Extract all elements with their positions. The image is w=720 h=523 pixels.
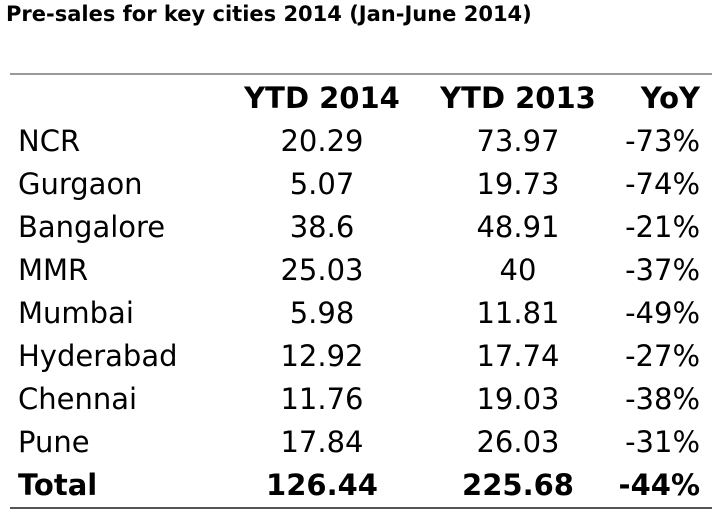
cell-ytd-2013: 225.68 [462, 468, 574, 502]
cell-ytd-2014: 17.84 [280, 425, 364, 459]
cell-ytd-2014: 11.76 [280, 382, 364, 416]
bottom-rule [10, 507, 712, 509]
cell-yoy: -74% [625, 167, 700, 201]
cell-ytd-2013: 19.03 [476, 382, 560, 416]
cell-ytd-2013: 40 [499, 253, 537, 287]
header-ytd-2013: YTD 2013 [440, 81, 596, 115]
cell-city: NCR [18, 124, 81, 158]
cell-ytd-2013: 73.97 [476, 124, 560, 158]
presales-table: YTD 2014 YTD 2013 YoY NCR 20.29 73.97 -73% G… [10, 76, 712, 507]
table-title: Pre-sales for key cities 2014 (Jan-June … [6, 2, 532, 26]
cell-city: Bangalore [18, 210, 166, 244]
header-row: YTD 2014 YTD 2013 YoY [10, 76, 712, 120]
cell-ytd-2014: 20.29 [280, 124, 364, 158]
cell-yoy: -49% [625, 296, 700, 330]
cell-city: MMR [18, 253, 89, 287]
cell-ytd-2013: 11.81 [476, 296, 560, 330]
cell-city: Chennai [18, 382, 138, 416]
cell-yoy: -31% [625, 425, 700, 459]
cell-yoy: -44% [618, 468, 700, 502]
table-row: MMR 25.03 40 -37% [10, 249, 712, 292]
cell-ytd-2014: 38.6 [289, 210, 355, 244]
table-row: Mumbai 5.98 11.81 -49% [10, 292, 712, 335]
cell-ytd-2014: 12.92 [280, 339, 364, 373]
table-body: NCR 20.29 73.97 -73% Gurgaon 5.07 19.73 -74% Ban… [10, 120, 712, 507]
cell-ytd-2014: 126.44 [266, 468, 378, 502]
cell-city: Gurgaon [18, 167, 143, 201]
cell-city: Total [18, 468, 98, 502]
cell-ytd-2014: 5.98 [289, 296, 355, 330]
table-row: Bangalore 38.6 48.91 -21% [10, 206, 712, 249]
cell-ytd-2013: 17.74 [476, 339, 560, 373]
total-row: Total 126.44 225.68 -44% [10, 464, 712, 507]
cell-yoy: -73% [625, 124, 700, 158]
cell-ytd-2013: 48.91 [476, 210, 560, 244]
cell-city: Pune [18, 425, 90, 459]
cell-yoy: -21% [625, 210, 700, 244]
table-row: Hyderabad 12.92 17.74 -27% [10, 335, 712, 378]
cell-yoy: -38% [625, 382, 700, 416]
header-ytd-2014: YTD 2014 [244, 81, 400, 115]
table-row: Gurgaon 5.07 19.73 -74% [10, 163, 712, 206]
cell-ytd-2014: 5.07 [289, 167, 355, 201]
cell-ytd-2013: 19.73 [476, 167, 560, 201]
cell-ytd-2014: 25.03 [280, 253, 364, 287]
header-yoy: YoY [640, 81, 700, 115]
header-city [10, 76, 224, 120]
table-row: NCR 20.29 73.97 -73% [10, 120, 712, 163]
cell-city: Hyderabad [18, 339, 178, 373]
table-row: Pune 17.84 26.03 -31% [10, 421, 712, 464]
cell-yoy: -37% [625, 253, 700, 287]
table-row: Chennai 11.76 19.03 -38% [10, 378, 712, 421]
cell-ytd-2013: 26.03 [476, 425, 560, 459]
top-rule [10, 73, 712, 75]
cell-yoy: -27% [625, 339, 700, 373]
cell-city: Mumbai [18, 296, 134, 330]
